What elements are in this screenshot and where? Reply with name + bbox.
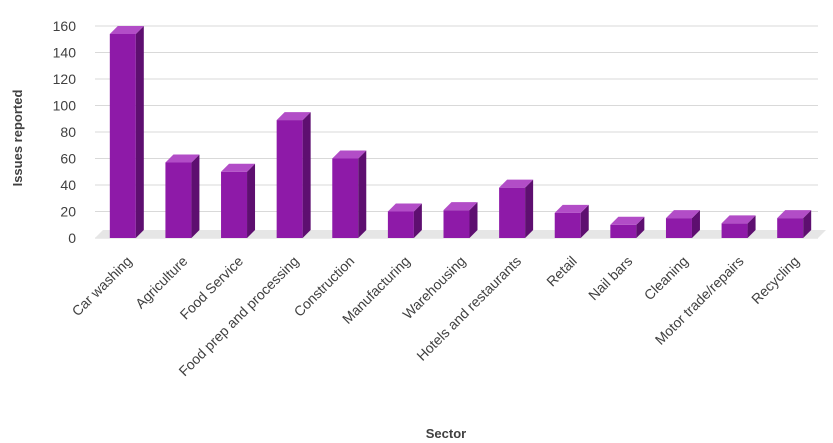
bar xyxy=(777,210,812,238)
bar xyxy=(387,203,422,238)
bar xyxy=(610,216,645,238)
bar xyxy=(165,154,200,238)
bars xyxy=(109,25,812,239)
bar-top xyxy=(777,210,812,219)
bar-top xyxy=(665,210,700,219)
bar-front xyxy=(665,218,692,238)
bar xyxy=(665,210,700,238)
bar-front xyxy=(554,212,581,238)
x-tick-label: Recycling xyxy=(748,253,802,307)
bar-top xyxy=(610,216,645,225)
y-tick-label: 40 xyxy=(60,177,76,193)
bar-side xyxy=(691,210,700,238)
y-tick-label: 140 xyxy=(53,45,77,61)
x-tick-label: Food prep and processing xyxy=(175,253,301,379)
y-axis-title: Issues reported xyxy=(10,90,25,187)
x-tick-label: Agriculture xyxy=(132,253,191,312)
bar xyxy=(109,25,144,239)
bar-side xyxy=(135,25,144,239)
bar-front xyxy=(109,33,136,239)
bar-side xyxy=(302,112,311,238)
bar-top xyxy=(109,25,144,34)
bar-top xyxy=(721,215,756,224)
y-tick-label: 0 xyxy=(68,230,76,246)
bar-side xyxy=(469,202,478,238)
x-tick-label: Cleaning xyxy=(641,253,691,303)
bar-side xyxy=(191,154,200,238)
bar xyxy=(443,202,478,238)
bar-side xyxy=(525,179,534,238)
bar-front xyxy=(610,224,637,238)
y-tick-label: 160 xyxy=(53,18,77,34)
y-tick-label: 120 xyxy=(53,71,77,87)
bar xyxy=(276,112,311,238)
bar-side xyxy=(413,203,422,238)
bar-front xyxy=(276,120,303,238)
bar-top xyxy=(332,150,367,159)
y-tick-label: 80 xyxy=(60,124,76,140)
x-tick-label: Retail xyxy=(543,253,580,290)
bar-side xyxy=(803,210,812,238)
y-tick-label: 60 xyxy=(60,151,76,167)
bar-top xyxy=(387,203,422,212)
bar-front xyxy=(332,158,359,238)
bar-side xyxy=(636,216,645,238)
bar-front xyxy=(387,211,414,238)
bar-top xyxy=(165,154,200,163)
bar xyxy=(499,179,534,238)
bar-top xyxy=(554,204,589,213)
bar-front xyxy=(721,223,748,238)
bar xyxy=(554,204,589,238)
bar-side xyxy=(247,163,256,238)
bar-side xyxy=(358,150,367,238)
bar-top xyxy=(499,179,534,188)
x-axis-title: Sector xyxy=(426,426,466,441)
bar-top xyxy=(276,112,311,121)
bar-front xyxy=(221,171,248,238)
bar-side xyxy=(747,215,756,238)
bar-front xyxy=(443,210,470,238)
x-tick-label: Car washing xyxy=(69,253,135,319)
y-axis-ticks: 0 20 40 60 80 100 120 140 160 xyxy=(53,18,77,246)
bar-side xyxy=(580,204,589,238)
gridlines xyxy=(95,25,818,239)
y-tick-label: 20 xyxy=(60,204,76,220)
bar xyxy=(332,150,367,238)
bar xyxy=(221,163,256,238)
bar-front xyxy=(777,218,804,238)
y-tick-label: 100 xyxy=(53,98,77,114)
x-tick-label: Nail bars xyxy=(585,253,635,303)
x-tick-label: Hotels and restaurants xyxy=(413,253,524,364)
bar-top xyxy=(221,163,256,172)
bar-front xyxy=(165,162,192,238)
bar-top xyxy=(443,202,478,211)
bar-front xyxy=(499,187,526,238)
bar xyxy=(721,215,756,238)
